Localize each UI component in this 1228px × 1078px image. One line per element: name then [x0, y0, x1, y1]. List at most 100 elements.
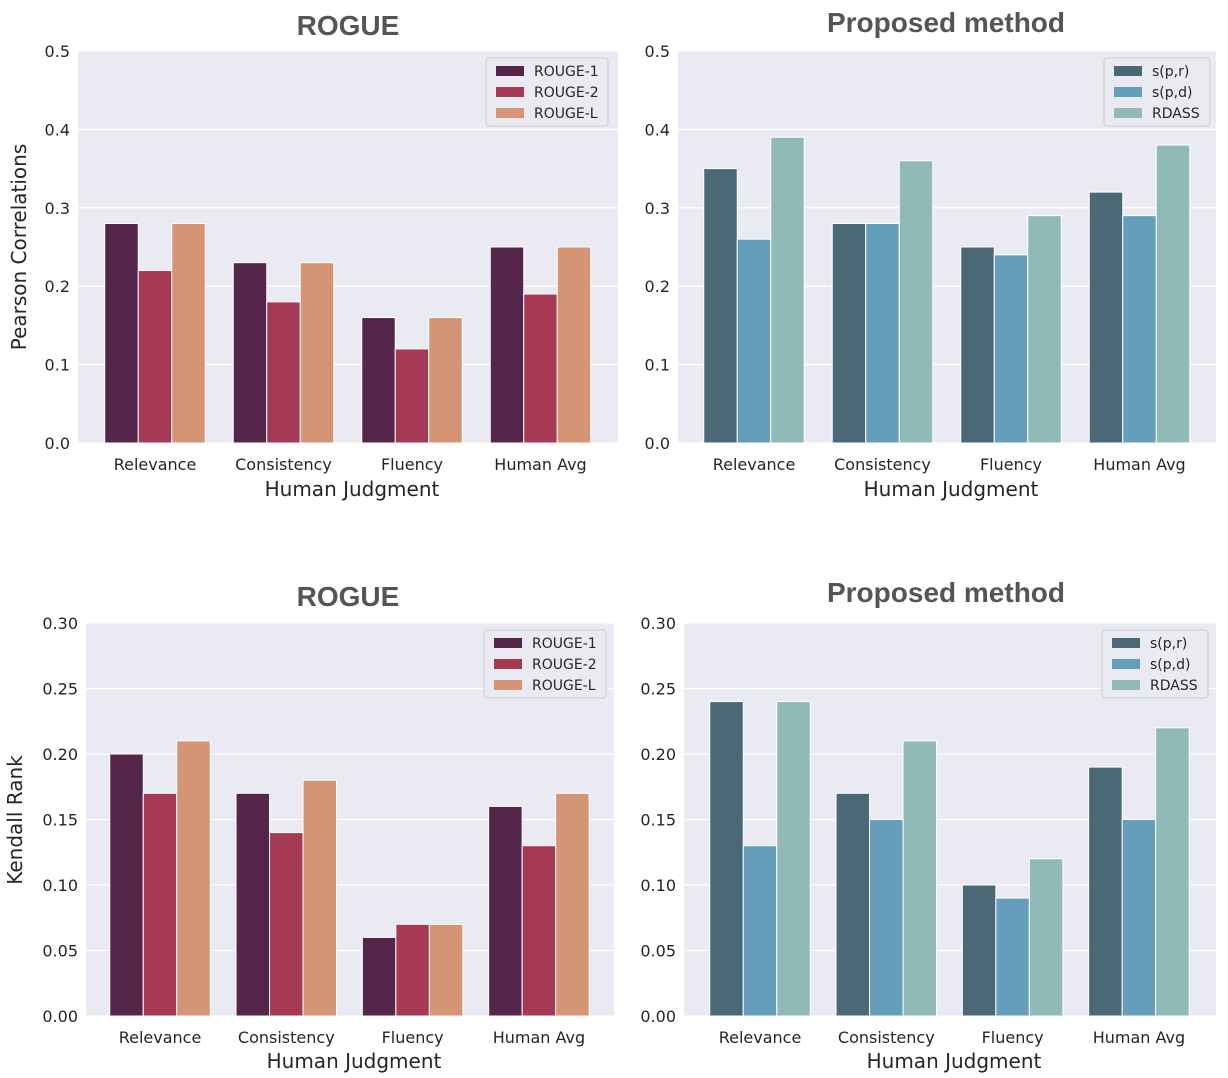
chart-panel-1: 0.0 0.1 0.2 0.3 0.4 0.5 Relevance Consistency Fl… — [7, 10, 618, 501]
bar-s-p-r--consistency — [831, 222, 867, 444]
bar-rdass-fluency — [1028, 858, 1064, 1017]
legend-swatch — [1114, 108, 1142, 118]
bar-rouge-l-consistency — [302, 779, 338, 1017]
y-tick-label: 0.00 — [42, 1007, 78, 1026]
bar-rouge-1-human-avg — [488, 805, 523, 1017]
y-tick-label: 0.30 — [42, 614, 78, 633]
y-tick-label: 0.3 — [45, 199, 70, 218]
legend-label: RDASS — [1150, 678, 1198, 694]
chart-title: ROGUE — [297, 581, 400, 612]
bar-s-p-d--consistency — [869, 819, 904, 1017]
y-tick-label: 0.2 — [645, 277, 670, 296]
bar-rdass-human-avg — [1155, 144, 1191, 444]
chart-panel-4: 0.00 0.05 0.10 0.15 0.20 0.25 0.30 Relevance Con… — [640, 577, 1216, 1073]
bar-rouge-1-consistency — [232, 262, 268, 444]
y-tick-label: 0.5 — [645, 42, 670, 61]
x-axis-label: Human Judgment — [864, 477, 1039, 501]
x-tick-label: Fluency — [982, 1028, 1044, 1047]
bar-rouge-2-consistency — [266, 301, 301, 444]
y-tick-label: 0.10 — [640, 876, 676, 895]
x-tick-label: Consistency — [834, 455, 931, 474]
chart-title: Proposed method — [827, 577, 1065, 608]
bar-rdass-relevance — [776, 701, 811, 1017]
y-tick-label: 0.1 — [45, 356, 70, 375]
y-axis-label: Kendall Rank — [3, 755, 27, 885]
bar-rouge-2-fluency — [395, 923, 430, 1017]
y-tick-label: 0.20 — [42, 745, 78, 764]
legend: ROUGE-1 ROUGE-2 ROUGE-L — [483, 629, 607, 699]
legend-label: ROUGE-L — [534, 106, 598, 122]
y-tick-label: 0.05 — [640, 942, 676, 961]
x-tick-label: Human Avg — [1093, 455, 1185, 474]
bar-rdass-consistency — [902, 740, 938, 1017]
x-tick-label: Relevance — [114, 455, 197, 474]
x-tick-label: Relevance — [119, 1028, 202, 1047]
legend-swatch — [1114, 87, 1142, 97]
bar-rouge-2-human-avg — [523, 293, 558, 444]
bar-rouge-1-fluency — [361, 936, 397, 1017]
y-tick-label: 0.2 — [45, 277, 70, 296]
legend-swatch — [1114, 66, 1142, 76]
x-tick-label: Relevance — [719, 1028, 802, 1047]
x-tick-label: Human Avg — [494, 455, 586, 474]
y-tick-label: 0.10 — [42, 876, 78, 895]
bar-rouge-l-relevance — [176, 740, 211, 1017]
y-tick-label: 0.15 — [640, 811, 676, 830]
legend-label: ROUGE-2 — [532, 657, 597, 673]
y-tick-label: 0.25 — [640, 680, 676, 699]
bar-rdass-relevance — [770, 136, 805, 444]
legend-swatch — [494, 638, 522, 648]
bar-rouge-2-consistency — [269, 832, 304, 1017]
y-tick-label: 0.0 — [645, 434, 670, 453]
x-tick-label: Fluency — [381, 455, 443, 474]
bar-rdass-fluency — [1027, 215, 1062, 444]
bar-s-p-r--human-avg — [1088, 766, 1123, 1017]
bar-s-p-d--relevance — [736, 238, 772, 444]
bar-s-p-d--consistency — [865, 222, 900, 444]
bar-rouge-l-fluency — [428, 317, 463, 444]
bar-s-p-d--human-avg — [1121, 819, 1157, 1017]
bar-s-p-d--human-avg — [1122, 215, 1157, 444]
bar-rouge-1-fluency — [361, 317, 396, 444]
y-tick-label: 0.30 — [640, 614, 676, 633]
bar-s-p-r--fluency — [961, 884, 997, 1017]
legend-swatch — [494, 680, 522, 690]
legend-swatch — [496, 66, 524, 76]
x-axis-label: Human Judgment — [267, 1049, 442, 1073]
bar-s-p-d--fluency — [995, 897, 1030, 1017]
bar-rouge-2-relevance — [137, 270, 173, 444]
y-tick-label: 0.15 — [42, 811, 78, 830]
x-tick-label: Fluency — [382, 1028, 444, 1047]
bar-s-p-r--fluency — [960, 246, 995, 444]
y-tick-label: 0.0 — [45, 434, 70, 453]
x-tick-label: Relevance — [713, 455, 796, 474]
legend-label: RDASS — [1152, 106, 1200, 122]
chart-title: Proposed method — [827, 7, 1065, 38]
chart-panel-2: 0.0 0.1 0.2 0.3 0.4 0.5 Relevance Consistency Fl… — [645, 7, 1216, 501]
legend-label: s(p,r) — [1150, 636, 1187, 652]
bar-rouge-1-human-avg — [489, 246, 525, 444]
x-tick-label: Consistency — [838, 1028, 935, 1047]
x-tick-label: Consistency — [238, 1028, 335, 1047]
bar-rouge-1-relevance — [104, 222, 139, 444]
x-tick-label: Fluency — [980, 455, 1042, 474]
legend-label: s(p,r) — [1152, 64, 1189, 80]
x-tick-label: Human Avg — [1093, 1028, 1185, 1047]
bar-rouge-1-consistency — [235, 792, 271, 1017]
legend-swatch — [1112, 638, 1140, 648]
legend-swatch — [1112, 680, 1140, 690]
bar-rdass-consistency — [898, 160, 934, 444]
bar-s-p-r--human-avg — [1088, 191, 1124, 444]
legend-swatch — [494, 659, 522, 669]
y-tick-label: 0.4 — [45, 120, 70, 139]
y-tick-label: 0.00 — [640, 1007, 676, 1026]
bar-rouge-2-relevance — [142, 792, 178, 1017]
legend-label: ROUGE-1 — [534, 64, 599, 80]
bar-rouge-2-fluency — [394, 348, 430, 444]
legend-swatch — [1112, 659, 1140, 669]
bar-rouge-l-fluency — [428, 923, 464, 1017]
legend: s(p,r) s(p,d) RDASS — [1101, 629, 1209, 699]
bar-s-p-r--relevance — [709, 701, 744, 1017]
y-tick-label: 0.3 — [645, 199, 670, 218]
